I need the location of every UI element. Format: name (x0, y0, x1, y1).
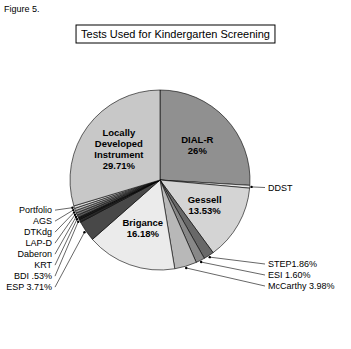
slice (160, 90, 250, 185)
labels: DIAL-R26% Gessell13.53% Brigance16.18% Loca… (6, 127, 334, 292)
leader-dot (250, 186, 252, 188)
slice-label: Portfolio (19, 205, 52, 215)
title-box (76, 25, 275, 43)
slice-label: DDST (268, 183, 293, 193)
slice-label: ESP 3.71% (6, 282, 52, 292)
leader-line (186, 268, 265, 286)
leader-line (55, 219, 77, 265)
slice-label: LocallyDevelopedInstrument29.71% (94, 127, 144, 171)
slice-label: BDI .53% (14, 271, 52, 281)
slice-label: Gessell13.53% (188, 194, 222, 216)
leader-dot (76, 218, 78, 220)
leader-line (201, 262, 265, 275)
pie (70, 90, 250, 270)
leader-dot (72, 209, 74, 211)
leader-line (55, 232, 84, 287)
leader-dot (200, 261, 202, 263)
slice-label: ESI 1.60% (268, 270, 311, 280)
slice-label: STEP1.86% (268, 259, 317, 269)
leader-line (210, 257, 265, 264)
slice-label: KRT (34, 260, 52, 270)
leader-dot (83, 231, 85, 233)
slice-label: DTKdg (24, 227, 52, 237)
slice (70, 90, 160, 206)
chart: Figure 5. Tests Used for Kindergarten Scr… (0, 0, 351, 349)
leader-line (252, 186, 265, 188)
slice-label: LAP-D (25, 238, 52, 248)
slice-label: DIAL-R26% (181, 134, 213, 156)
title-group: Tests Used for Kindergarten Screening (76, 25, 275, 43)
leader-dot (74, 214, 76, 216)
leader-dot (185, 267, 187, 269)
leader-dot (75, 216, 77, 218)
leader-line (55, 208, 72, 210)
title: Tests Used for Kindergarten Screening (81, 28, 270, 40)
leader-line (55, 222, 78, 276)
slice-label: AGS (33, 216, 52, 226)
leader-dot (77, 221, 79, 223)
leader-line (55, 217, 76, 254)
slice-label: McCarthy 3.98% (268, 281, 335, 291)
leader-dot (71, 206, 73, 208)
slice-label: Brigance16.18% (122, 217, 163, 239)
annotation: Figure 5. (4, 4, 40, 14)
leader-dot (209, 256, 211, 258)
leader-dot (73, 211, 75, 213)
slice-label: Daberon (17, 249, 52, 259)
leader-line (55, 210, 73, 221)
